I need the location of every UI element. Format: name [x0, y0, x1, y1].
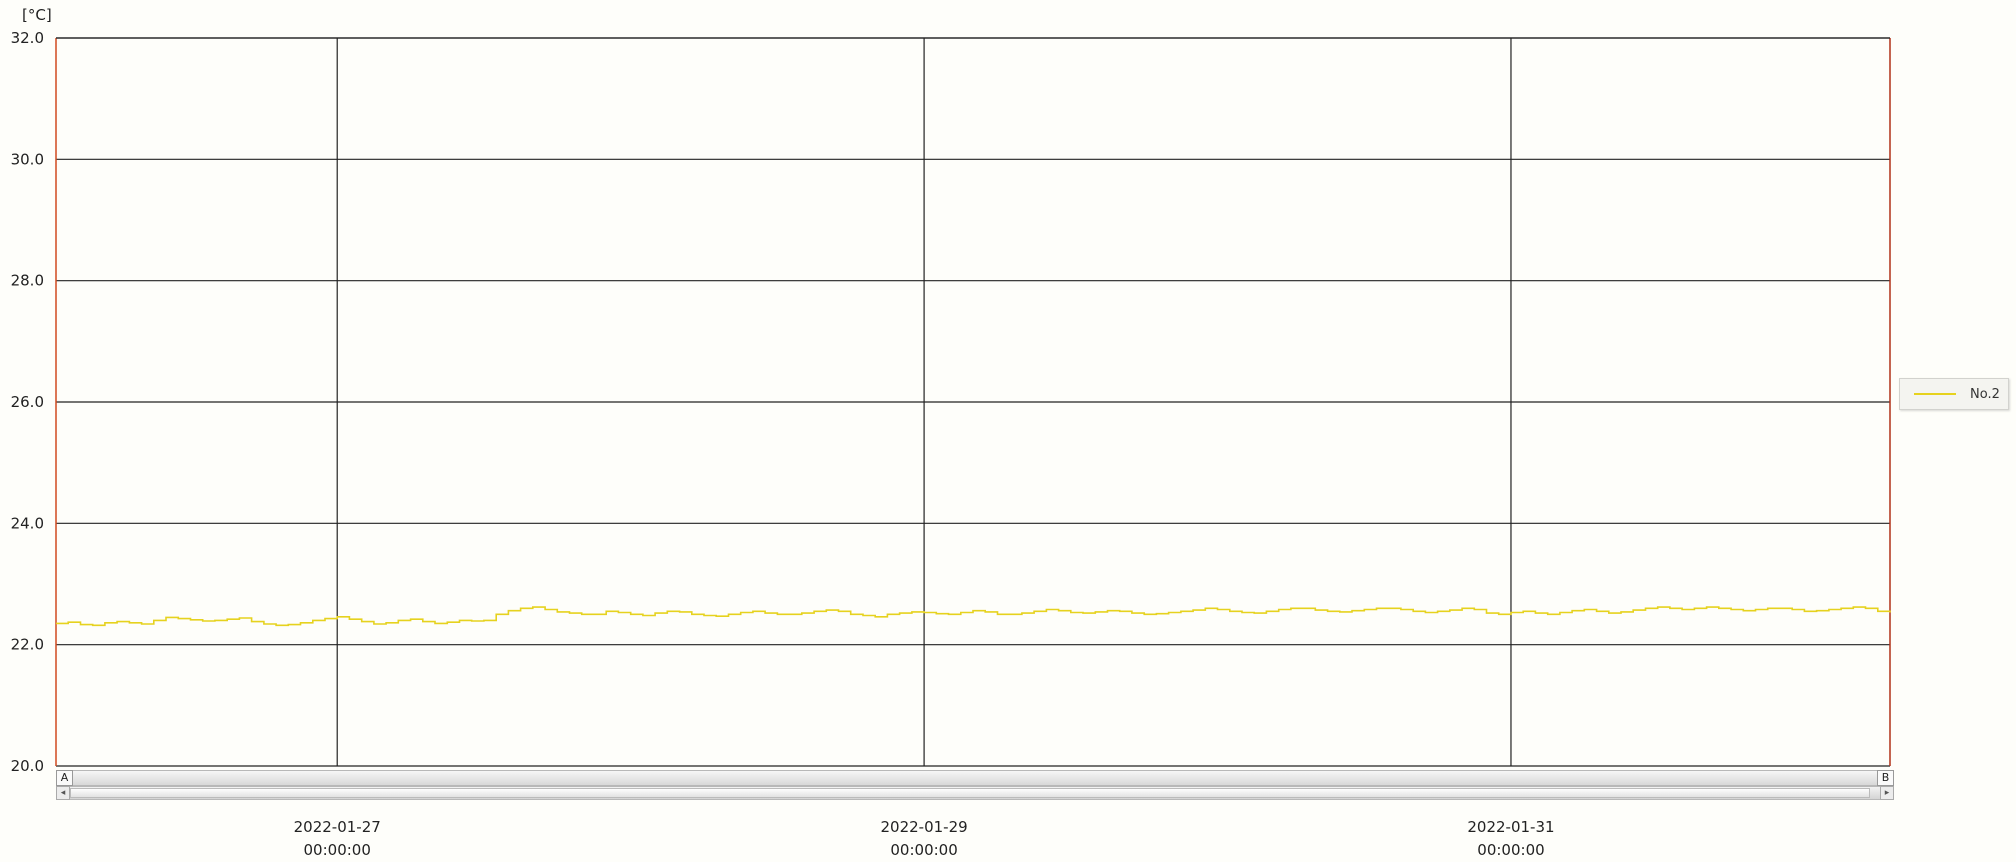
- x-axis-ticks: 2022-01-27 00:00:00 2022-01-29 00:00:00 2022…: [294, 818, 1555, 859]
- x-tick-time-label: 00:00:00: [1477, 841, 1544, 859]
- series-layer: [56, 606, 1891, 627]
- range-selector-track[interactable]: [56, 770, 1894, 786]
- y-axis-unit-label: [°C]: [22, 6, 52, 24]
- range-marker-a[interactable]: A: [56, 770, 73, 786]
- y-tick-label: 30.0: [11, 150, 44, 168]
- scrollbar-thumb[interactable]: [70, 788, 1870, 798]
- scroll-left-arrow-icon[interactable]: ◂: [56, 786, 70, 800]
- range-marker-b[interactable]: B: [1877, 770, 1894, 786]
- series-line-no2: [56, 606, 1891, 627]
- x-tick-date-label: 2022-01-29: [880, 818, 967, 836]
- y-tick-label: 32.0: [11, 29, 44, 47]
- y-axis-ticks: 20.0 22.0 24.0 26.0 28.0 30.0 32.0: [11, 29, 44, 775]
- legend-swatch-no2: [1914, 393, 1956, 395]
- y-tick-label: 26.0: [11, 393, 44, 411]
- legend[interactable]: No.2: [1899, 378, 2009, 410]
- legend-label-no2: No.2: [1970, 386, 2000, 402]
- plot-border: [55, 37, 1891, 766]
- y-tick-label: 22.0: [11, 636, 44, 654]
- x-tick-date-label: 2022-01-31: [1467, 818, 1554, 836]
- y-tick-label: 24.0: [11, 514, 44, 532]
- y-tick-label: 20.0: [11, 757, 44, 775]
- scroll-right-arrow-icon[interactable]: ▸: [1880, 786, 1894, 800]
- x-tick-time-label: 00:00:00: [304, 841, 371, 859]
- x-tick-time-label: 00:00:00: [890, 841, 957, 859]
- x-tick-date-label: 2022-01-27: [294, 818, 381, 836]
- y-tick-label: 28.0: [11, 272, 44, 290]
